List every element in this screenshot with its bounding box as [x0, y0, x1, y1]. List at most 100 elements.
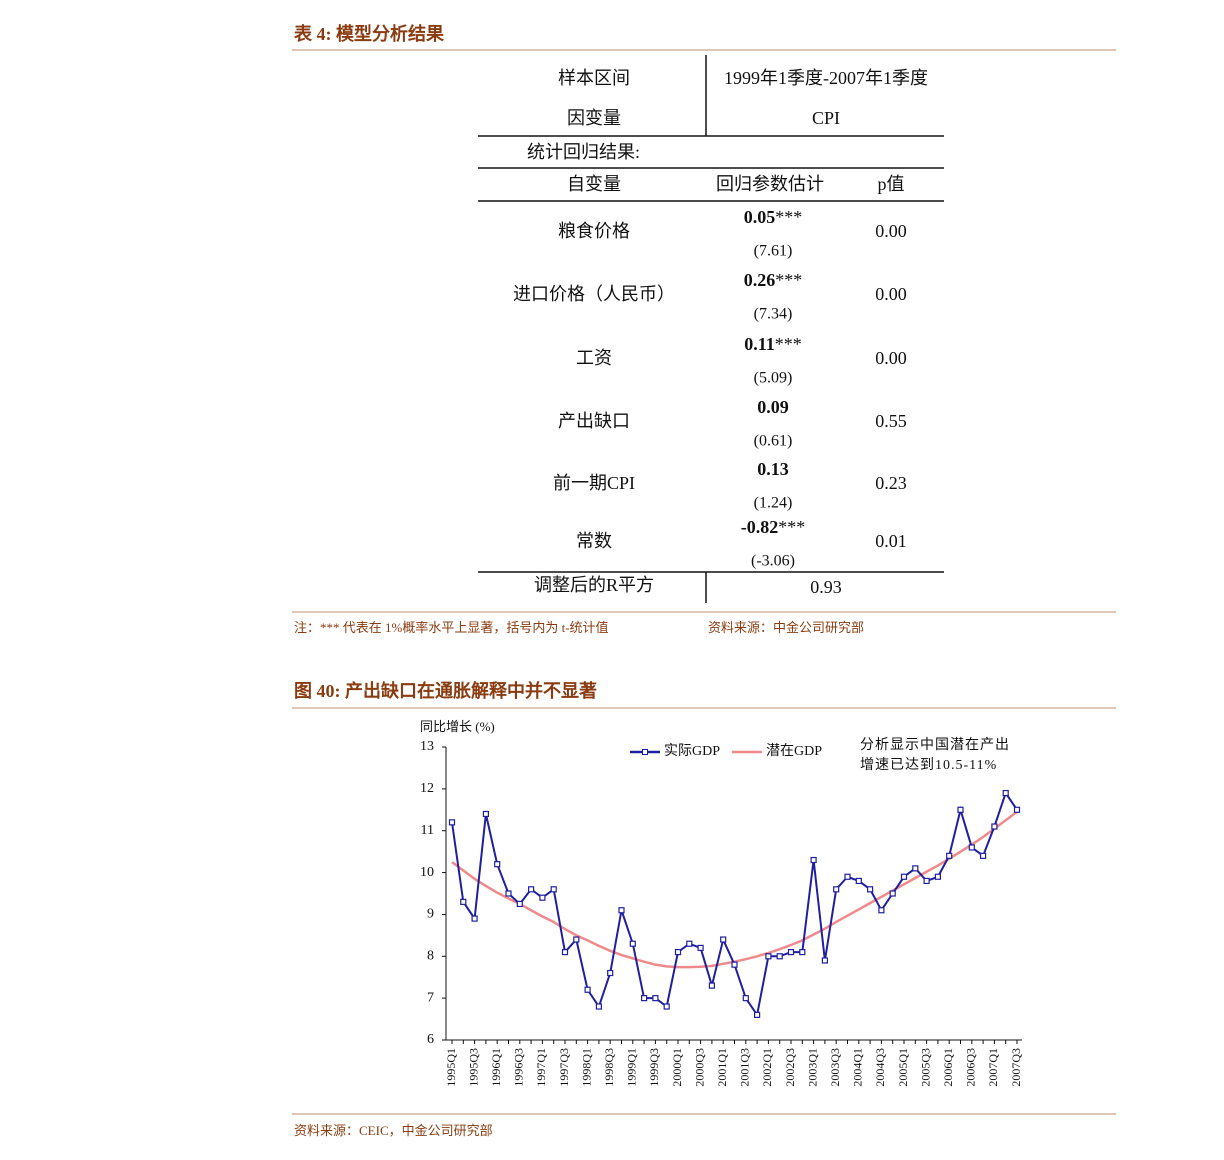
- variable: 工资: [576, 348, 612, 368]
- variable: 常数: [576, 531, 612, 551]
- coefficient: -0.82: [741, 517, 779, 537]
- estimate: 0.26***: [744, 270, 803, 290]
- x-tick-label: 2002Q1: [760, 1048, 774, 1087]
- point: [573, 936, 580, 943]
- column-header: p值: [878, 174, 905, 194]
- y-tick-label: 7: [427, 990, 434, 1005]
- x-tick-label: 2000Q3: [692, 1048, 706, 1087]
- x-tick-label: 1996Q1: [489, 1048, 503, 1087]
- x-tick-label: 1997Q3: [557, 1048, 571, 1087]
- point: [810, 856, 817, 864]
- point: [539, 894, 546, 901]
- y-tick-label: 13: [420, 739, 434, 754]
- p-value: 0.00: [875, 221, 907, 241]
- point: [663, 1003, 670, 1010]
- point: [889, 890, 896, 897]
- point: [934, 873, 942, 880]
- coefficient: 0.11: [744, 334, 775, 354]
- point: [652, 995, 659, 1002]
- point: [912, 865, 919, 872]
- x-tick-label: 1999Q1: [625, 1048, 639, 1087]
- table-title: 表 4: 模型分析结果: [294, 23, 445, 44]
- table-source: 资料来源：中金公司研究部: [708, 620, 864, 635]
- estimate: 0.13: [757, 459, 789, 479]
- point: [629, 940, 636, 947]
- estimate: -0.82***: [741, 517, 806, 537]
- p-value: 0.23: [875, 473, 907, 493]
- point: [855, 877, 862, 885]
- x-tick-label: 2005Q3: [918, 1048, 932, 1087]
- x-tick-label: 2006Q3: [964, 1048, 978, 1087]
- t-statistic: (-3.06): [751, 553, 795, 570]
- x-tick-label: 1997Q1: [534, 1048, 548, 1087]
- point: [844, 873, 851, 880]
- p-value: 0.00: [875, 284, 907, 304]
- footer-value: 0.93: [810, 577, 842, 597]
- point: [448, 819, 456, 826]
- point: [595, 1003, 603, 1010]
- table-section: 统计回归结果:: [527, 142, 640, 162]
- column-header: 自变量: [567, 174, 621, 194]
- x-tick-label: 1999Q3: [647, 1048, 661, 1087]
- point: [742, 995, 749, 1002]
- point: [516, 900, 523, 908]
- x-tick-label: 1995Q3: [466, 1048, 480, 1087]
- series-line: [451, 790, 1018, 1018]
- point: [900, 873, 908, 880]
- point: [799, 948, 806, 956]
- annotation-box: 分析显示中国潜在产出增速已达到10.5-11%: [860, 738, 1009, 773]
- point: [821, 957, 829, 964]
- point: [584, 986, 591, 993]
- x-tick-label: 2004Q1: [851, 1048, 865, 1087]
- point: [753, 1011, 761, 1018]
- point: [640, 995, 648, 1002]
- figure-source: 资料来源：CEIC，中金公司研究部: [294, 1123, 493, 1138]
- point: [866, 886, 874, 893]
- column-header: 回归参数估计: [716, 174, 824, 194]
- x-tick-label: 1995Q1: [444, 1048, 458, 1087]
- x-tick-label: 2005Q1: [896, 1048, 910, 1087]
- t-statistic: (0.61): [754, 433, 793, 450]
- x-tick-label: 2000Q1: [670, 1048, 684, 1087]
- table-note: 注：*** 代表在 1%概率水平上显著，括号内为 t-统计值: [294, 620, 609, 635]
- coefficient: 0.13: [757, 459, 789, 479]
- t-statistic: (1.24): [754, 495, 793, 512]
- header-label: 样本区间: [558, 68, 630, 88]
- significance: ***: [775, 334, 802, 354]
- point: [991, 823, 998, 830]
- header-value: CPI: [812, 108, 840, 128]
- y-tick-label: 9: [427, 907, 434, 922]
- point: [494, 861, 501, 868]
- header-label: 因变量: [567, 108, 621, 128]
- y-tick-label: 6: [427, 1032, 434, 1047]
- y-tick-label: 12: [420, 781, 434, 796]
- estimate: 0.09: [757, 397, 789, 417]
- point: [607, 969, 614, 977]
- point: [561, 948, 569, 956]
- rules: [292, 49, 1116, 1115]
- point: [787, 948, 795, 956]
- variable: 产出缺口: [558, 411, 630, 431]
- point: [1002, 789, 1009, 797]
- point: [776, 953, 783, 960]
- legend-label: 实际GDP: [664, 743, 720, 759]
- point: [482, 810, 489, 818]
- point: [471, 915, 478, 922]
- header-value: 1999年1季度-2007年1季度: [724, 68, 928, 88]
- legend-marker: [642, 749, 648, 755]
- legend-label: 潜在GDP: [766, 743, 822, 759]
- coefficient: 0.05: [744, 207, 776, 227]
- coefficient: 0.26: [744, 270, 776, 290]
- x-tick-label: 2001Q1: [715, 1048, 729, 1087]
- point: [1013, 806, 1021, 813]
- coefficient: 0.09: [757, 397, 789, 417]
- y-axis-label: 同比增长 (%): [420, 719, 495, 734]
- point: [550, 886, 557, 893]
- t-statistic: (7.34): [754, 306, 793, 323]
- x-tick-label: 1996Q3: [512, 1048, 526, 1087]
- p-value: 0.55: [875, 411, 907, 431]
- point: [505, 890, 512, 897]
- y-tick-label: 11: [421, 823, 434, 838]
- series-line: [451, 810, 1018, 969]
